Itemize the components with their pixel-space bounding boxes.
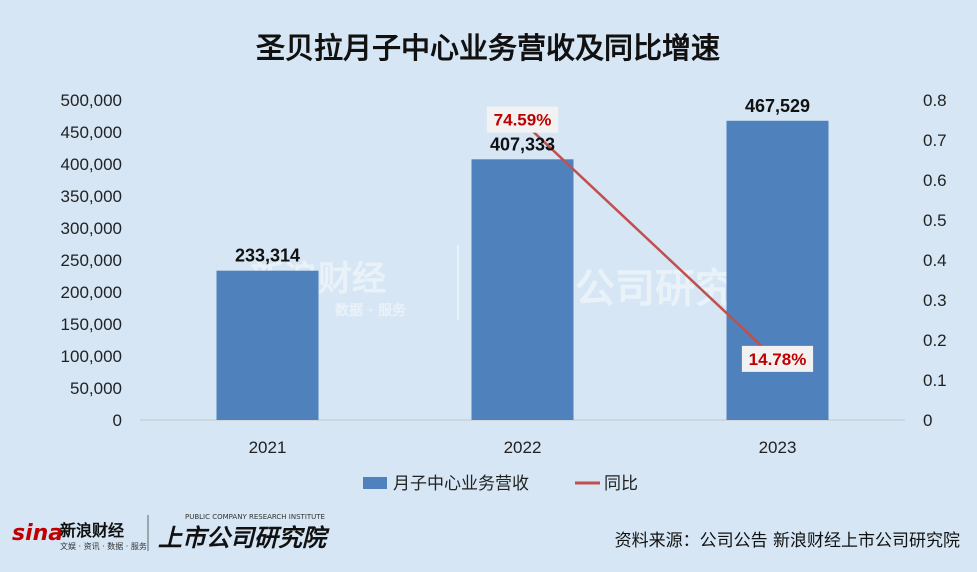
bar-2022: [471, 159, 574, 420]
legend-bar-swatch: [363, 477, 387, 489]
y-left-tick-label: 50,000: [70, 379, 122, 398]
y-left-tick-label: 200,000: [61, 283, 122, 302]
legend: 月子中心业务营收 同比: [363, 474, 638, 494]
y-right-tick-label: 0.5: [923, 211, 947, 230]
y-left-tick-label: 100,000: [61, 347, 122, 366]
y-right-tick-label: 0.8: [923, 91, 947, 110]
y-left-tick-label: 150,000: [61, 315, 122, 334]
y-left-tick-label: 300,000: [61, 219, 122, 238]
y-left-tick-label: 350,000: [61, 187, 122, 206]
yoy-line: [521, 120, 779, 362]
bar-value-label: 407,333: [490, 134, 555, 154]
y-right-tick-label: 0.2: [923, 331, 947, 350]
y-right-tick-label: 0.4: [923, 251, 947, 270]
yoy-value-label: 14.78%: [749, 350, 807, 369]
axes: 0 50,000 100,000 150,000 200,000 250,000 300,0…: [61, 91, 947, 457]
bar-2023: [726, 120, 829, 421]
sina-brand: 新浪财经: [60, 521, 124, 540]
sina-sub: 文娱 · 资讯 · 数据 · 服务: [60, 541, 147, 551]
x-tick-label: 2022: [504, 438, 542, 457]
legend-line-label: 同比: [604, 474, 638, 494]
y-left-tick-label: 400,000: [61, 155, 122, 174]
sina-logo: sina 新浪财经 文娱 · 资讯 · 数据 · 服务 PUBLIC COMPA…: [12, 513, 330, 552]
y-left-tick-label: 0: [113, 411, 122, 430]
source-note: 资料来源：公司公告 新浪财经上市公司研究院: [615, 531, 960, 551]
yoy-line-series: [521, 120, 779, 362]
institute-sub: PUBLIC COMPANY RESEARCH INSTITUTE: [185, 513, 325, 521]
y-right-tick-label: 0.6: [923, 171, 947, 190]
yoy-label-box: [486, 106, 559, 133]
legend-bar-label: 月子中心业务营收: [393, 474, 529, 494]
y-right-tick-label: 0.3: [923, 291, 947, 310]
watermark-institute: 公司研究: [575, 266, 735, 312]
bar-2021: [216, 270, 319, 420]
yoy-label-box: [741, 345, 814, 372]
y-left-tick-label: 450,000: [61, 123, 122, 142]
y-right-tick-label: 0: [923, 411, 932, 430]
data-labels: 233,314 407,333 467,529 74.59% 14.78%: [235, 96, 814, 372]
institute-name: 上市公司研究院: [158, 524, 330, 552]
watermark-sub: 数据 · 服务: [335, 302, 407, 319]
bar-value-label: 467,529: [745, 96, 810, 116]
sina-eye-icon: sina: [12, 521, 63, 546]
chart-title: 圣贝拉月子中心业务营收及同比增速: [256, 31, 720, 65]
yoy-value-label: 74.59%: [494, 111, 552, 130]
y-right-tick-label: 0.1: [923, 371, 947, 390]
y-left-tick-label: 500,000: [61, 91, 122, 110]
y-left-tick-label: 250,000: [61, 251, 122, 270]
y-right-tick-label: 0.7: [923, 131, 947, 150]
x-tick-label: 2023: [759, 438, 797, 457]
bar-value-label: 233,314: [235, 246, 300, 266]
x-tick-label: 2021: [249, 438, 287, 457]
